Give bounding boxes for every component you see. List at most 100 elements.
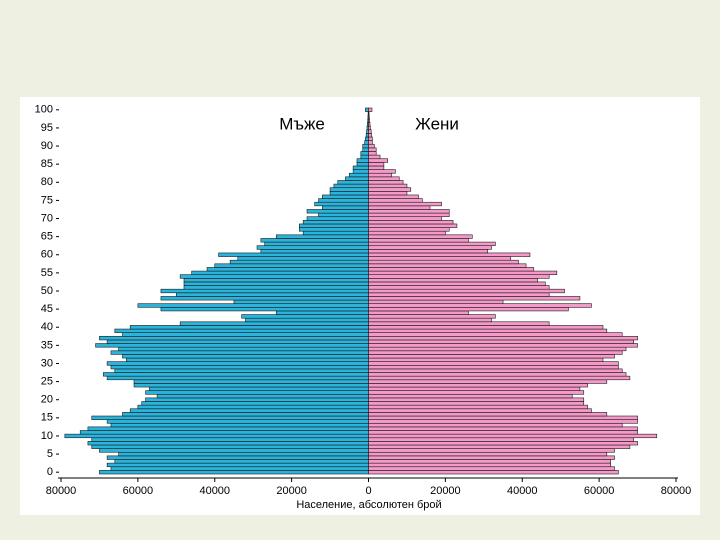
bar — [360, 154, 369, 160]
bar — [352, 169, 369, 174]
bar — [183, 281, 369, 286]
y-tick-label: 35 — [41, 339, 53, 351]
bar — [137, 404, 369, 410]
bar — [122, 412, 369, 417]
y-tick-label: 65 — [41, 231, 53, 243]
bar — [114, 368, 369, 373]
bar — [368, 296, 581, 301]
bar — [368, 354, 615, 359]
y-tick-label: 85 — [41, 158, 53, 170]
y-tick-label: 80 — [41, 176, 53, 188]
bar — [368, 151, 377, 156]
bar — [102, 372, 369, 377]
bar — [91, 415, 369, 420]
bar — [345, 176, 369, 181]
bar — [79, 430, 369, 435]
bar — [333, 183, 369, 189]
bar — [368, 332, 623, 337]
bar — [368, 227, 450, 232]
bar — [368, 455, 615, 460]
y-tick-label: 60 — [41, 249, 53, 261]
bar — [368, 310, 469, 315]
bar — [368, 433, 658, 439]
bar — [110, 422, 369, 428]
x-tick-label: 0 — [365, 485, 371, 497]
bar — [141, 401, 369, 406]
bar — [368, 401, 585, 406]
bar — [118, 451, 369, 457]
x-tick-label: 80000 — [661, 485, 692, 497]
bar — [368, 314, 496, 319]
bar — [179, 274, 369, 279]
y-tick-label: 30 — [41, 357, 53, 369]
bar — [368, 386, 581, 391]
bar — [368, 263, 527, 268]
bar — [368, 368, 623, 373]
bar — [99, 335, 369, 341]
bar — [368, 133, 372, 138]
y-tick-label: 10 — [41, 430, 53, 442]
bar — [368, 212, 450, 218]
bar — [329, 191, 369, 196]
bar — [368, 451, 608, 457]
bar — [318, 212, 369, 218]
bar — [160, 288, 369, 294]
bar — [145, 397, 369, 402]
bar — [368, 470, 619, 475]
y-tick-label: 50 — [41, 285, 53, 297]
bar — [299, 227, 369, 232]
bar — [95, 343, 369, 348]
bar — [322, 194, 369, 199]
bar — [160, 307, 369, 312]
bar — [368, 209, 450, 214]
bar — [360, 151, 369, 156]
bar — [368, 183, 408, 189]
bar — [368, 220, 454, 225]
bar — [368, 430, 638, 435]
y-tick-label: 100 — [35, 104, 53, 116]
bar — [368, 372, 627, 377]
bar — [106, 419, 369, 424]
bar — [368, 444, 631, 449]
bar — [106, 361, 369, 366]
bar — [206, 267, 369, 272]
bar — [365, 107, 369, 112]
bar — [368, 459, 611, 464]
bar — [368, 165, 385, 170]
bar — [237, 256, 369, 261]
bar — [214, 263, 369, 268]
bar — [337, 180, 369, 185]
bar — [129, 325, 369, 330]
bar — [110, 364, 369, 370]
bar — [306, 216, 369, 221]
y-tick-label: 90 — [41, 140, 53, 152]
bar — [368, 364, 619, 370]
bar — [99, 470, 369, 475]
y-tick-label: 55 — [41, 267, 53, 279]
bar — [368, 118, 370, 123]
bar — [368, 252, 531, 257]
bar — [368, 125, 371, 131]
bar — [368, 136, 373, 141]
bar — [352, 165, 369, 170]
bar — [368, 259, 519, 265]
bar — [368, 357, 604, 362]
bar — [306, 209, 369, 214]
bar — [368, 143, 375, 149]
bar — [368, 107, 373, 112]
bar — [218, 252, 369, 257]
bar — [183, 285, 369, 290]
bar — [368, 350, 623, 355]
bar — [260, 238, 369, 243]
bar — [368, 426, 638, 431]
bar — [137, 303, 369, 308]
bar — [368, 325, 604, 330]
y-tick-label: 25 — [41, 376, 53, 388]
x-tick-label: 60000 — [584, 485, 615, 497]
x-tick-label: 80000 — [46, 485, 77, 497]
bar — [368, 140, 373, 145]
plot: 80000 60000 40000 20000 0 20000 40000 60000 8000… — [35, 104, 692, 497]
bar — [368, 154, 381, 160]
bar — [365, 133, 369, 138]
bar — [322, 205, 369, 210]
